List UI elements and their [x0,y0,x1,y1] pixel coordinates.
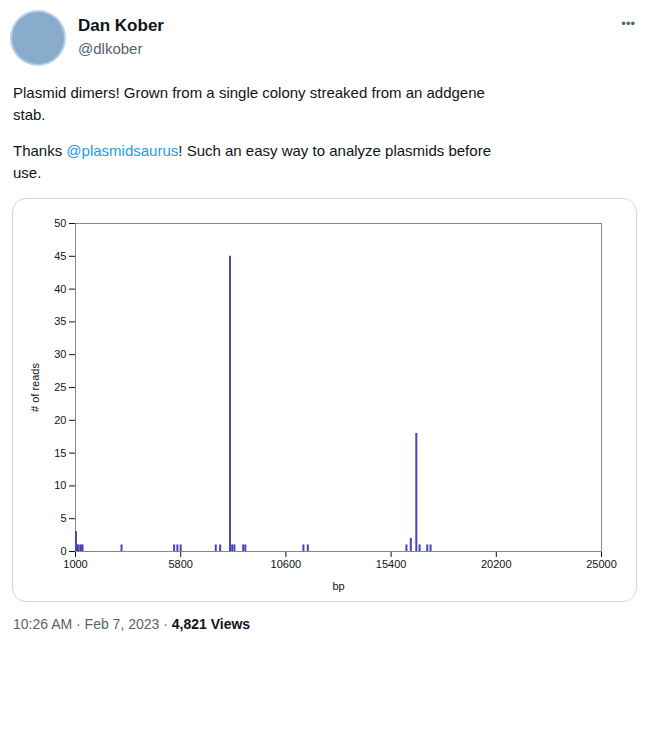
html-text:Thanks @plasmidsaurus! Such an: Thanks @plasmidsaurus! Such an easy way … [13,142,491,159]
html-text:Dan Kober: Dan Kober [78,16,164,35]
html-text:use.: use. [13,164,42,181]
svg-text:5: 5 [60,512,66,524]
svg-text:40: 40 [54,283,66,295]
svg-text:10600: 10600 [271,558,302,570]
svg-text:35: 35 [54,315,66,327]
svg-text:15400: 15400 [376,558,407,570]
svg-text:20200: 20200 [481,558,512,570]
html-text:Plasmid dimers! Grown from a s: Plasmid dimers! Grown from a single colo… [13,84,485,101]
svg-text:10: 10 [54,479,66,491]
svg-text:5800: 5800 [168,558,192,570]
svg-text:15: 15 [54,447,66,459]
svg-text:50: 50 [54,217,66,229]
svg-text:25: 25 [54,381,66,393]
svg-text:45: 45 [54,250,66,262]
svg-text:25000: 25000 [586,558,617,570]
svg-text:0: 0 [60,545,66,557]
html-text:stab.: stab. [13,106,46,123]
svg-text:20: 20 [54,414,66,426]
html-text:10:26 AM · Feb 7, 2023 · 4,821: 10:26 AM · Feb 7, 2023 · 4,821 Views [13,616,251,632]
svg-text:# of reads: # of reads [29,363,41,412]
svg-text:bp: bp [332,580,344,592]
svg-text:30: 30 [54,348,66,360]
html-text:@dlkober: @dlkober [78,40,143,57]
svg-text:1000: 1000 [63,558,87,570]
